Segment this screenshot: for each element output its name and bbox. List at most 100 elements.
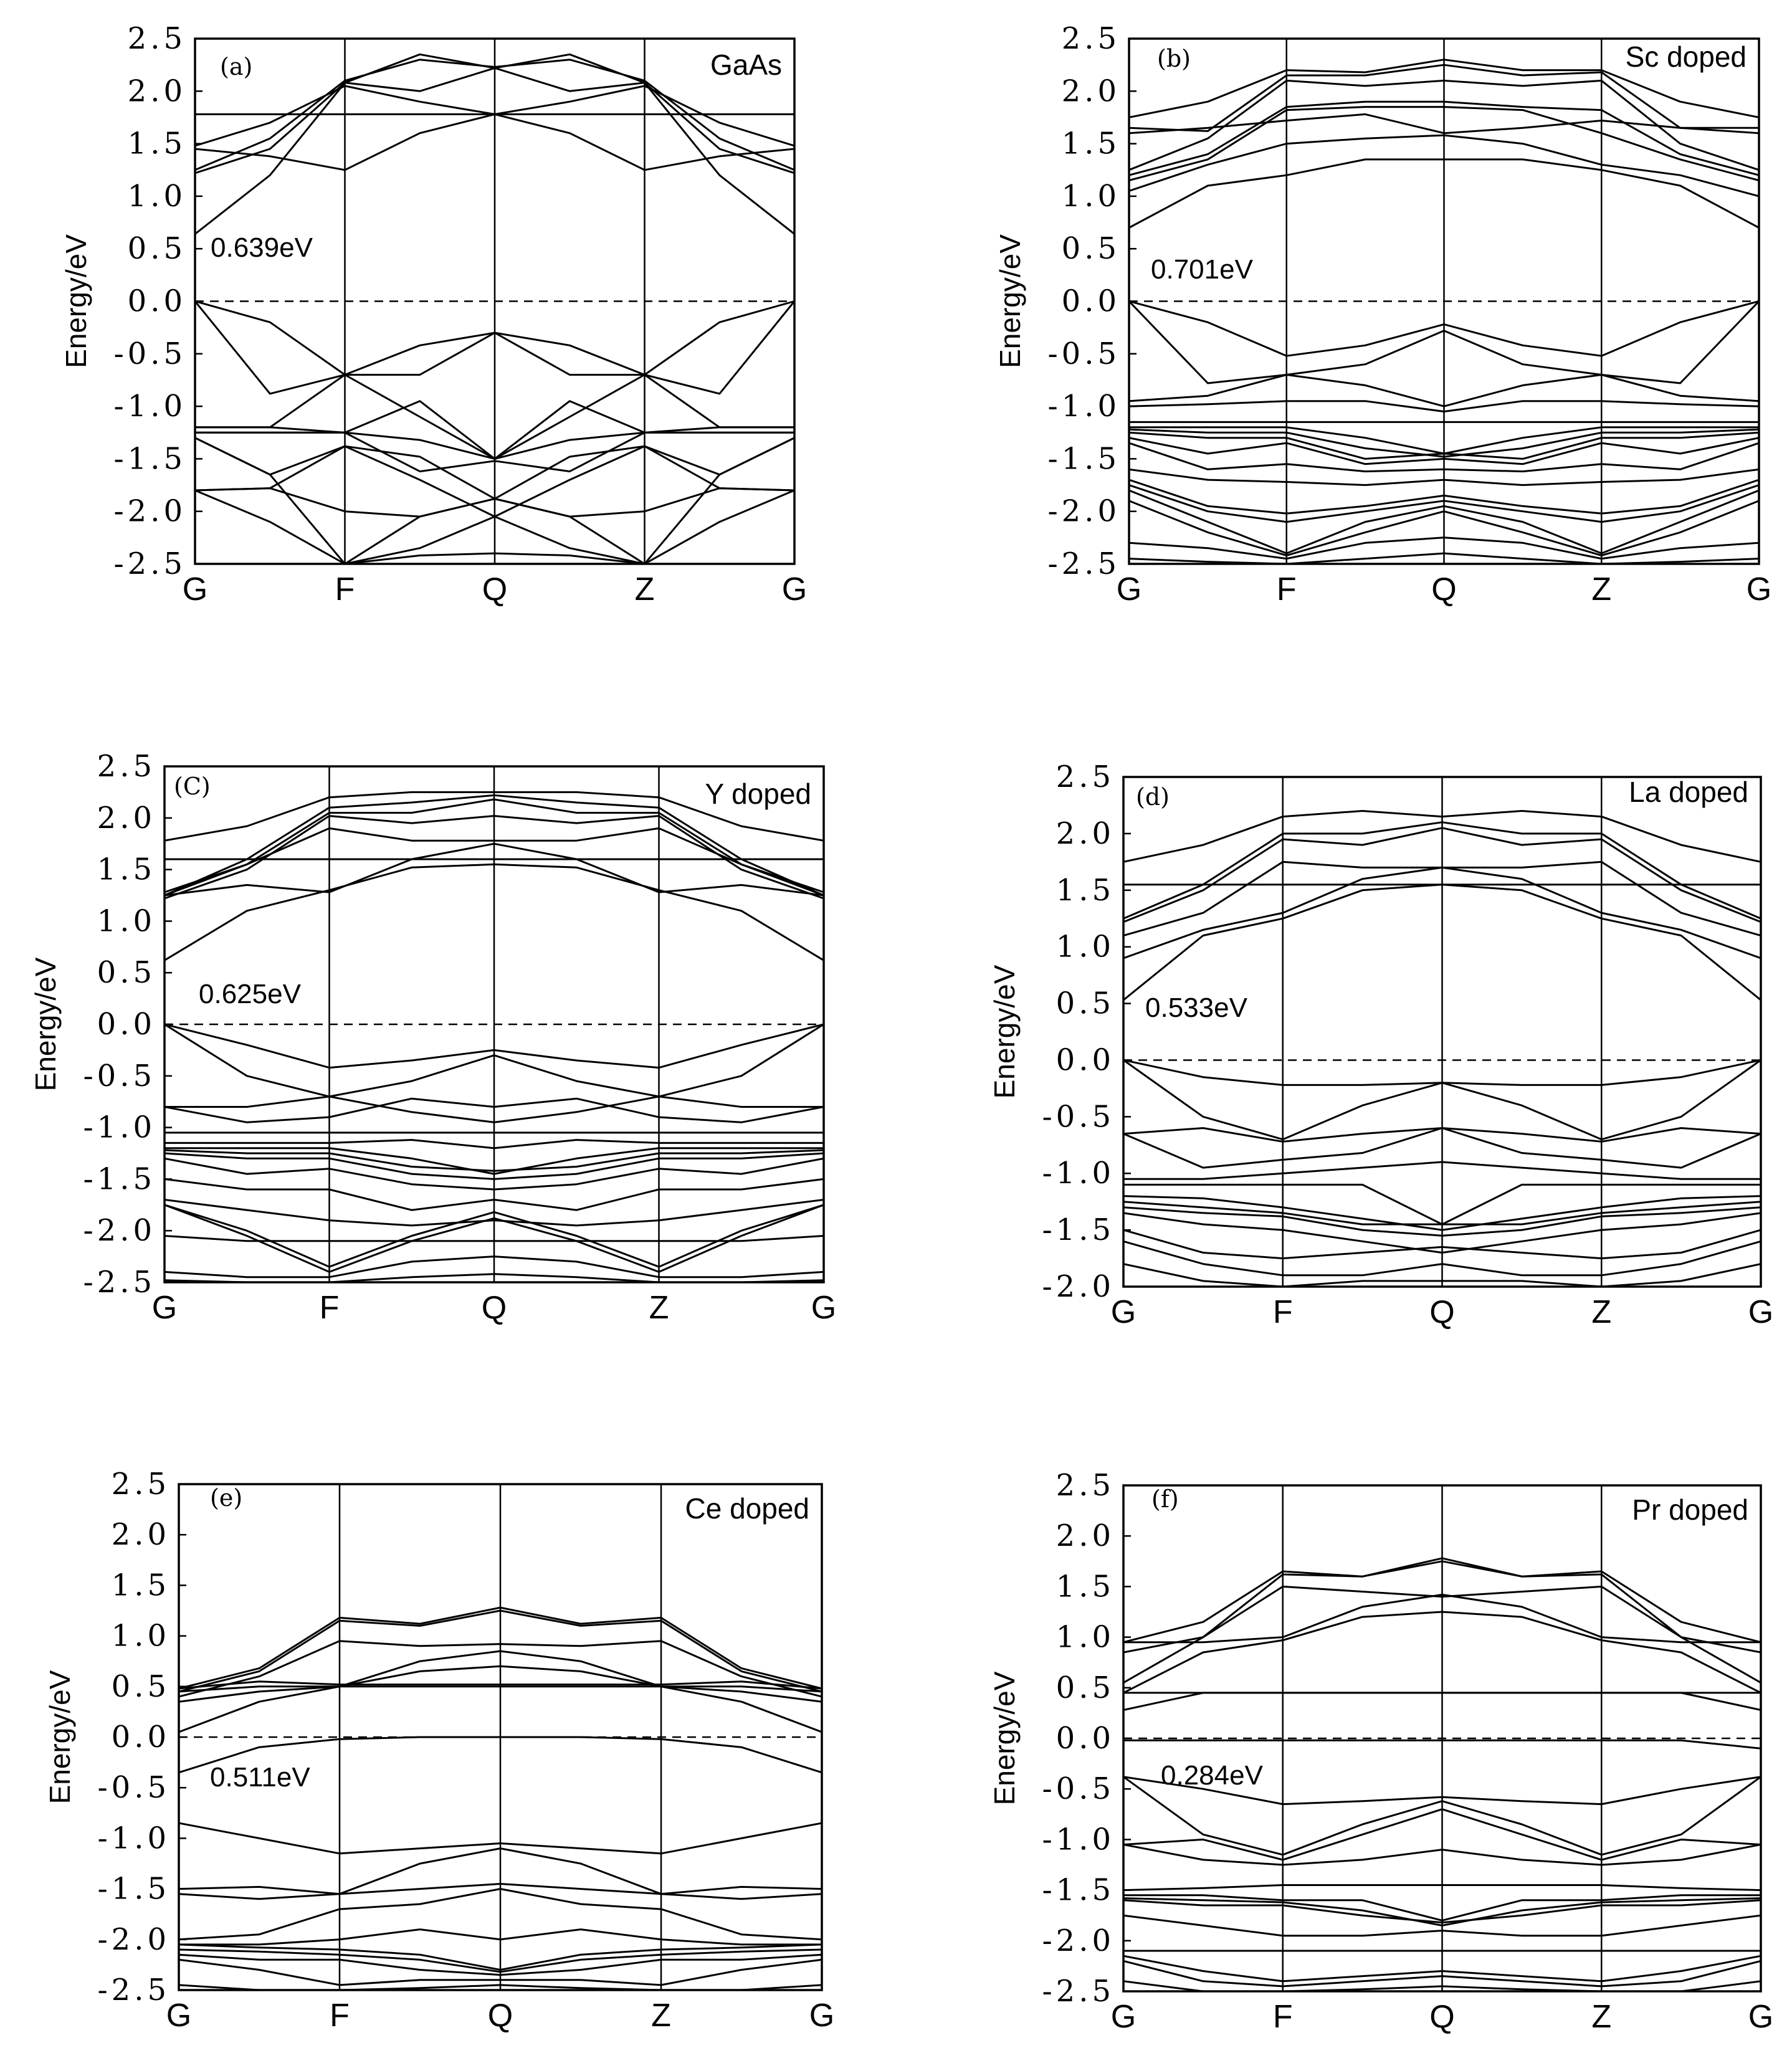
- chart-panel: G F Q Z G 2.5 2.0 1.5 1.0 0.5 0.0 -0.5 -1.0 -1.5 -2.0 -…: [29, 749, 836, 1326]
- y-tick-label: -1.5: [1042, 1873, 1115, 1908]
- y-tick-label: -1.0: [97, 1821, 170, 1855]
- y-tick-label: -2.0: [1047, 494, 1120, 529]
- y-tick-label: -2.5: [113, 546, 186, 581]
- material-label: Y doped: [705, 778, 811, 810]
- y-tick-label: 1.5: [1056, 873, 1115, 908]
- y-tick-label: 0.0: [1056, 1042, 1115, 1077]
- y-tick-label: -2.5: [1042, 1974, 1115, 2009]
- y-axis-title: Energy/eV: [988, 1671, 1021, 1805]
- k-point-label-Q: Q: [482, 1290, 507, 1326]
- band-gap-label: 0.701eV: [1151, 254, 1254, 285]
- y-tick-label: 2.0: [97, 801, 156, 836]
- chart-panel: G F Q Z G 2.5 2.0 1.5 1.0 0.5 0.0 -0.5 -1.0 -1.5 -2.0 -…: [60, 21, 807, 607]
- y-axis-title: Energy/eV: [44, 1670, 76, 1804]
- k-point-label-G: G: [1111, 1999, 1136, 2035]
- k-point-label-G: G: [811, 1290, 836, 1326]
- k-point-label-Z: Z: [635, 571, 655, 607]
- y-tick-label: 0.0: [1062, 284, 1120, 319]
- y-tick-label: -2.5: [97, 1973, 170, 2008]
- y-tick-label: 0.5: [1062, 231, 1120, 266]
- y-tick-label: -1.5: [113, 441, 186, 476]
- y-tick-label: -0.5: [83, 1059, 156, 1093]
- y-tick-label: -1.0: [1042, 1156, 1115, 1191]
- y-tick-label: -0.5: [1047, 336, 1120, 371]
- y-tick-label: 2.5: [1056, 760, 1115, 794]
- y-tick-label: 1.0: [112, 1619, 170, 1654]
- k-point-label-F: F: [1273, 1294, 1293, 1330]
- y-tick-label: 0.0: [97, 1007, 156, 1042]
- y-tick-label: -1.0: [83, 1110, 156, 1145]
- y-tick-label: -1.5: [1042, 1212, 1115, 1247]
- y-tick-label: -1.0: [1042, 1822, 1115, 1857]
- plot-frame: [178, 1483, 823, 1991]
- y-tick-label: 0.0: [112, 1720, 170, 1755]
- k-point-label-G: G: [166, 1998, 191, 2034]
- band-gap-label: 0.639eV: [211, 232, 313, 263]
- y-tick-label: 2.5: [1056, 1468, 1115, 1503]
- k-point-label-G: G: [183, 571, 207, 607]
- panel-tag: (f): [1151, 1485, 1179, 1513]
- y-tick-label: 0.5: [97, 955, 156, 990]
- plot-frame: [1128, 37, 1760, 565]
- panel-tag: (b): [1157, 45, 1191, 72]
- k-point-label-Z: Z: [1591, 571, 1611, 607]
- y-tick-label: -0.5: [1042, 1099, 1115, 1134]
- y-tick-label: 1.5: [112, 1568, 170, 1603]
- y-tick-label: 1.5: [1056, 1569, 1115, 1604]
- y-tick-label: 1.0: [1062, 179, 1120, 214]
- k-point-label-G: G: [1747, 571, 1771, 607]
- k-point-label-Q: Q: [1431, 571, 1456, 607]
- y-tick-label: 1.0: [128, 179, 186, 214]
- y-tick-label: -1.5: [83, 1161, 156, 1196]
- y-tick-label: -2.0: [1042, 1923, 1115, 1958]
- y-tick-label: 0.5: [1056, 1670, 1115, 1705]
- k-point-label-G: G: [809, 1998, 834, 2034]
- k-point-label-G: G: [1117, 571, 1141, 607]
- y-tick-label: -1.5: [97, 1872, 170, 1907]
- k-point-label-Q: Q: [1429, 1294, 1454, 1330]
- k-point-label-F: F: [335, 571, 355, 607]
- k-point-label-F: F: [1273, 1999, 1293, 2035]
- k-point-label-G: G: [1111, 1294, 1136, 1330]
- y-tick-label: 2.0: [112, 1517, 170, 1552]
- plot-frame: [1122, 1484, 1762, 1993]
- k-point-label-Z: Z: [651, 1998, 671, 2034]
- plot-frame: [194, 37, 796, 565]
- panel-tag: (a): [220, 53, 252, 80]
- y-tick-label: 2.5: [128, 21, 186, 56]
- band-gap-label: 0.284eV: [1161, 1760, 1264, 1791]
- y-tick-label: 0.5: [112, 1669, 170, 1704]
- chart-panel: G F Q Z G 2.5 2.0 1.5 1.0 0.5 0.0 -0.5 -1.0 -1.5 -2.0 E…: [988, 760, 1773, 1330]
- y-tick-label: -1.0: [1047, 389, 1120, 424]
- panel-tag: (e): [210, 1484, 242, 1512]
- y-axis-title: Energy/eV: [29, 957, 62, 1091]
- chart-panel: G F Q Z G 2.5 2.0 1.5 1.0 0.5 0.0 -0.5 -1.0 -1.5 -2.0 -…: [994, 21, 1771, 607]
- panel-tag: (C): [174, 773, 211, 800]
- y-tick-label: 2.5: [1062, 21, 1120, 56]
- y-tick-label: 0.0: [1056, 1721, 1115, 1756]
- y-axis-title: Energy/eV: [994, 234, 1026, 368]
- y-tick-label: 1.0: [97, 903, 156, 938]
- band-gap-label: 0.533eV: [1145, 993, 1248, 1023]
- band-gap-label: 0.511eV: [210, 1762, 310, 1793]
- y-tick-label: -2.5: [83, 1265, 156, 1300]
- k-point-label-Z: Z: [1591, 1294, 1611, 1330]
- material-label: Ce doped: [685, 1492, 810, 1525]
- y-tick-label: 1.5: [128, 126, 186, 161]
- k-point-label-F: F: [1277, 571, 1297, 607]
- y-tick-label: 2.5: [112, 1467, 170, 1502]
- material-label: La doped: [1629, 776, 1748, 808]
- band-gap-label: 0.625eV: [199, 979, 302, 1009]
- k-point-label-G: G: [152, 1290, 177, 1326]
- y-tick-label: 0.0: [128, 284, 186, 319]
- k-point-label-Z: Z: [649, 1290, 669, 1326]
- k-point-label-F: F: [320, 1290, 340, 1326]
- k-point-label-Q: Q: [1429, 1999, 1454, 2035]
- material-label: GaAs: [710, 49, 782, 81]
- material-label: Pr doped: [1632, 1493, 1748, 1526]
- y-tick-label: 2.5: [97, 749, 156, 784]
- k-point-label-F: F: [330, 1998, 350, 2034]
- y-tick-label: -1.5: [1047, 441, 1120, 476]
- k-point-label-Z: Z: [1591, 1999, 1611, 2035]
